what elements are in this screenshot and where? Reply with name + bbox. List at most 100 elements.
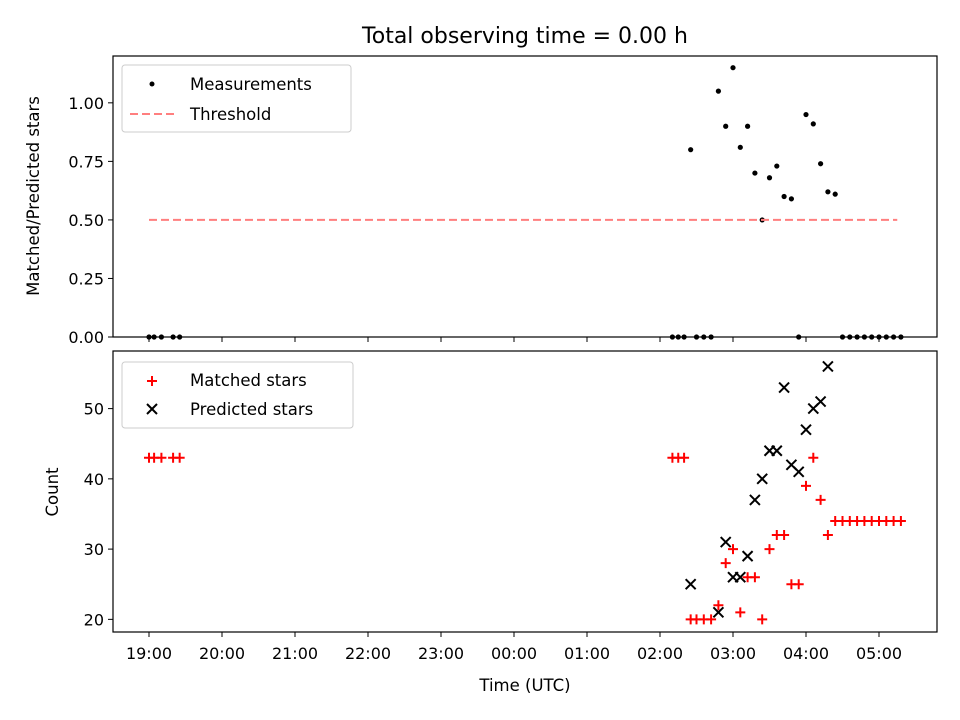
measurement-point xyxy=(701,334,707,340)
y-tick-label: 50 xyxy=(84,400,104,419)
x-tick-label: 00:00 xyxy=(491,644,537,663)
chart-title: Total observing time = 0.00 h xyxy=(361,24,688,49)
x-tick-label: 19:00 xyxy=(126,644,172,663)
y-tick-label: 1.00 xyxy=(68,94,104,113)
y-tick-label: 0.75 xyxy=(68,152,104,171)
legend-label-matched: Matched stars xyxy=(190,371,307,390)
measurement-point xyxy=(723,123,729,129)
bottom-legend: Matched stars Predicted stars xyxy=(121,361,354,429)
predicted-star-marker xyxy=(749,494,761,506)
measurement-point xyxy=(752,170,758,176)
plot-frame xyxy=(112,55,938,338)
x-tick-label: 04:00 xyxy=(783,644,829,663)
measurement-point xyxy=(146,334,152,340)
predicted-star-marker xyxy=(814,395,827,408)
matched-star-marker xyxy=(764,544,775,555)
matched-star-marker xyxy=(679,452,690,463)
measurement-point xyxy=(781,193,787,200)
measurement-point xyxy=(891,334,897,340)
measurement-point xyxy=(675,334,681,340)
top-y-axis-label: Matched/Predicted stars xyxy=(24,96,43,296)
matched-star-marker xyxy=(720,558,731,569)
measurement-point xyxy=(810,121,816,127)
matched-star-marker xyxy=(706,614,717,625)
matched-star-marker xyxy=(713,600,724,611)
measurement-point xyxy=(681,334,687,340)
x-tick-label: 02:00 xyxy=(637,644,683,663)
measurement-point xyxy=(832,191,838,197)
measurement-point xyxy=(883,334,889,340)
x-tick-label: 23:00 xyxy=(418,644,464,663)
bottom-y-axis-label: Count xyxy=(43,467,62,517)
legend-label-measurements: Measurements xyxy=(190,75,312,94)
predicted-star-marker xyxy=(792,466,805,478)
x-tick-label: 01:00 xyxy=(564,644,610,663)
matched-star-marker xyxy=(779,530,790,541)
y-tick-label: 0.00 xyxy=(68,328,104,347)
legend-marker-predicted xyxy=(146,403,158,415)
measurement-point xyxy=(861,334,868,340)
measurement-point xyxy=(158,334,165,340)
x-tick-label: 03:00 xyxy=(710,644,756,663)
measurement-point xyxy=(737,144,743,150)
matched-star-marker xyxy=(757,614,768,625)
predicted-star-marker xyxy=(734,571,747,583)
measurement-point xyxy=(818,161,824,167)
x-tick-label: 21:00 xyxy=(272,644,318,663)
matched-star-marker xyxy=(174,452,185,463)
predicted-star-marker xyxy=(800,423,812,436)
y-tick-label: 0.25 xyxy=(68,269,104,288)
top-legend-box xyxy=(121,64,352,133)
predicted-star-marker xyxy=(719,536,732,548)
predicted-star-marker xyxy=(684,578,697,590)
x-tick-label: 20:00 xyxy=(199,644,245,663)
measurement-point xyxy=(839,334,846,340)
x-axis-label: Time (UTC) xyxy=(478,676,570,695)
x-tick-label: 22:00 xyxy=(345,644,391,663)
predicted-star-marker xyxy=(778,381,790,394)
measurement-point xyxy=(825,189,831,195)
top-panel-plot-area: 0.00 0.25 0.50 0.75 1.00 xyxy=(68,55,938,347)
measurement-point xyxy=(796,334,802,340)
measurement-point xyxy=(669,334,676,340)
measurement-point xyxy=(869,334,875,340)
matched-star-marker xyxy=(156,452,167,463)
measurement-point xyxy=(898,334,904,340)
predicted-star-marker xyxy=(822,360,834,373)
legend-marker-measurements xyxy=(149,81,155,87)
legend-label-threshold: Threshold xyxy=(189,105,271,124)
matched-star-marker xyxy=(749,572,760,583)
y-tick-label: 0.50 xyxy=(68,211,104,230)
measurement-point xyxy=(730,65,736,71)
measurement-point xyxy=(745,123,751,129)
measurement-point xyxy=(177,334,183,340)
measurement-point xyxy=(854,334,860,340)
x-tick-label: 05:00 xyxy=(856,644,902,663)
plot-frame xyxy=(112,350,938,633)
matched-star-marker xyxy=(808,452,819,463)
measurement-point xyxy=(708,334,714,340)
matched-star-marker xyxy=(801,480,811,491)
measurement-point xyxy=(766,175,773,181)
measurement-point xyxy=(803,111,809,118)
matched-star-marker xyxy=(735,607,746,618)
measurement-point xyxy=(715,88,722,94)
measurement-point xyxy=(876,334,882,340)
measurement-point xyxy=(170,334,176,340)
matched-star-marker xyxy=(815,494,826,505)
matched-star-marker xyxy=(895,516,906,527)
predicted-star-marker xyxy=(712,606,725,619)
matched-star-marker xyxy=(793,579,804,590)
matched-star-marker xyxy=(822,530,833,541)
y-tick-label: 20 xyxy=(84,610,104,629)
predicted-star-marker xyxy=(771,445,783,457)
measurement-point xyxy=(693,334,700,340)
matched-star-marker xyxy=(728,544,738,555)
measurement-point xyxy=(688,147,694,153)
predicted-star-marker xyxy=(756,473,768,485)
measurement-point xyxy=(151,334,157,340)
bottom-panel-plot-area: 20 30 40 50 19:00 20:00 21:00 22:00 23:00 00:00 01… xyxy=(84,350,938,663)
measurement-point xyxy=(774,163,780,169)
predicted-star-marker xyxy=(741,550,754,562)
measurement-point xyxy=(847,334,853,340)
